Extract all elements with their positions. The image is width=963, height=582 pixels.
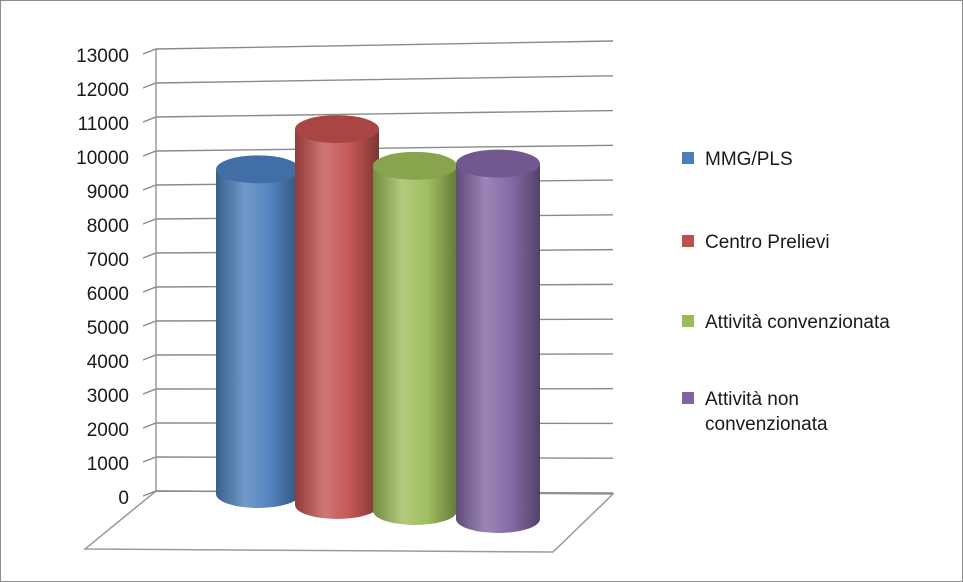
chart-gridlines	[142, 40, 614, 497]
y-tick-label: 13000	[76, 46, 129, 67]
y-tick-label: 3000	[87, 386, 129, 407]
y-tick-label: 4000	[87, 352, 129, 373]
legend-entry: MMG/PLS	[682, 149, 793, 170]
bar-1	[216, 155, 300, 508]
bar-3	[373, 151, 457, 525]
legend-swatch	[682, 392, 694, 404]
legend-label: MMG/PLS	[705, 149, 793, 170]
y-tick-label: 7000	[87, 250, 129, 271]
y-tick-label: 11000	[78, 114, 129, 135]
y-tick-label: 0	[118, 488, 129, 509]
y-tick-label: 5000	[87, 318, 129, 339]
legend-label: Attività convenzionata	[705, 312, 890, 333]
bar-body	[373, 165, 457, 525]
bar-4	[456, 149, 540, 533]
bar-body	[456, 163, 540, 533]
bar-top-cap	[373, 151, 457, 180]
legend-swatch	[682, 235, 694, 247]
legend-swatch	[682, 152, 694, 164]
y-axis-tick-labels: 0 1000 2000 3000 4000 5000 6000 7000 8000 9000 100…	[76, 46, 129, 509]
legend-entry: Centro Prelievi	[682, 232, 830, 253]
bar-body	[216, 169, 300, 508]
legend-label: Attività non convenzionata	[705, 389, 828, 435]
gridline	[142, 75, 614, 89]
legend-swatch	[682, 315, 694, 327]
y-tick-label: 1000	[87, 454, 129, 475]
y-tick-label: 10000	[76, 148, 129, 169]
bar-body	[295, 129, 379, 519]
gridline	[142, 40, 614, 55]
legend-entry: Attività non convenzionata	[682, 389, 828, 435]
bar-top-cap	[216, 155, 300, 184]
legend-entry: Attività convenzionata	[682, 312, 890, 333]
gridline	[142, 109, 614, 123]
chart-legend: MMG/PLS Centro Prelievi Attività convenzio…	[682, 149, 890, 435]
bar-top-cap	[295, 115, 379, 144]
y-tick-label: 9000	[87, 182, 129, 203]
chart-bars	[216, 115, 540, 533]
y-tick-label: 12000	[76, 80, 129, 101]
gridline	[142, 144, 614, 157]
y-tick-label: 6000	[87, 284, 129, 305]
y-tick-label: 8000	[87, 216, 129, 237]
y-tick-label: 2000	[87, 420, 129, 441]
bar-top-cap	[456, 149, 540, 178]
legend-label: Centro Prelievi	[705, 232, 830, 253]
bar-2	[295, 115, 379, 519]
